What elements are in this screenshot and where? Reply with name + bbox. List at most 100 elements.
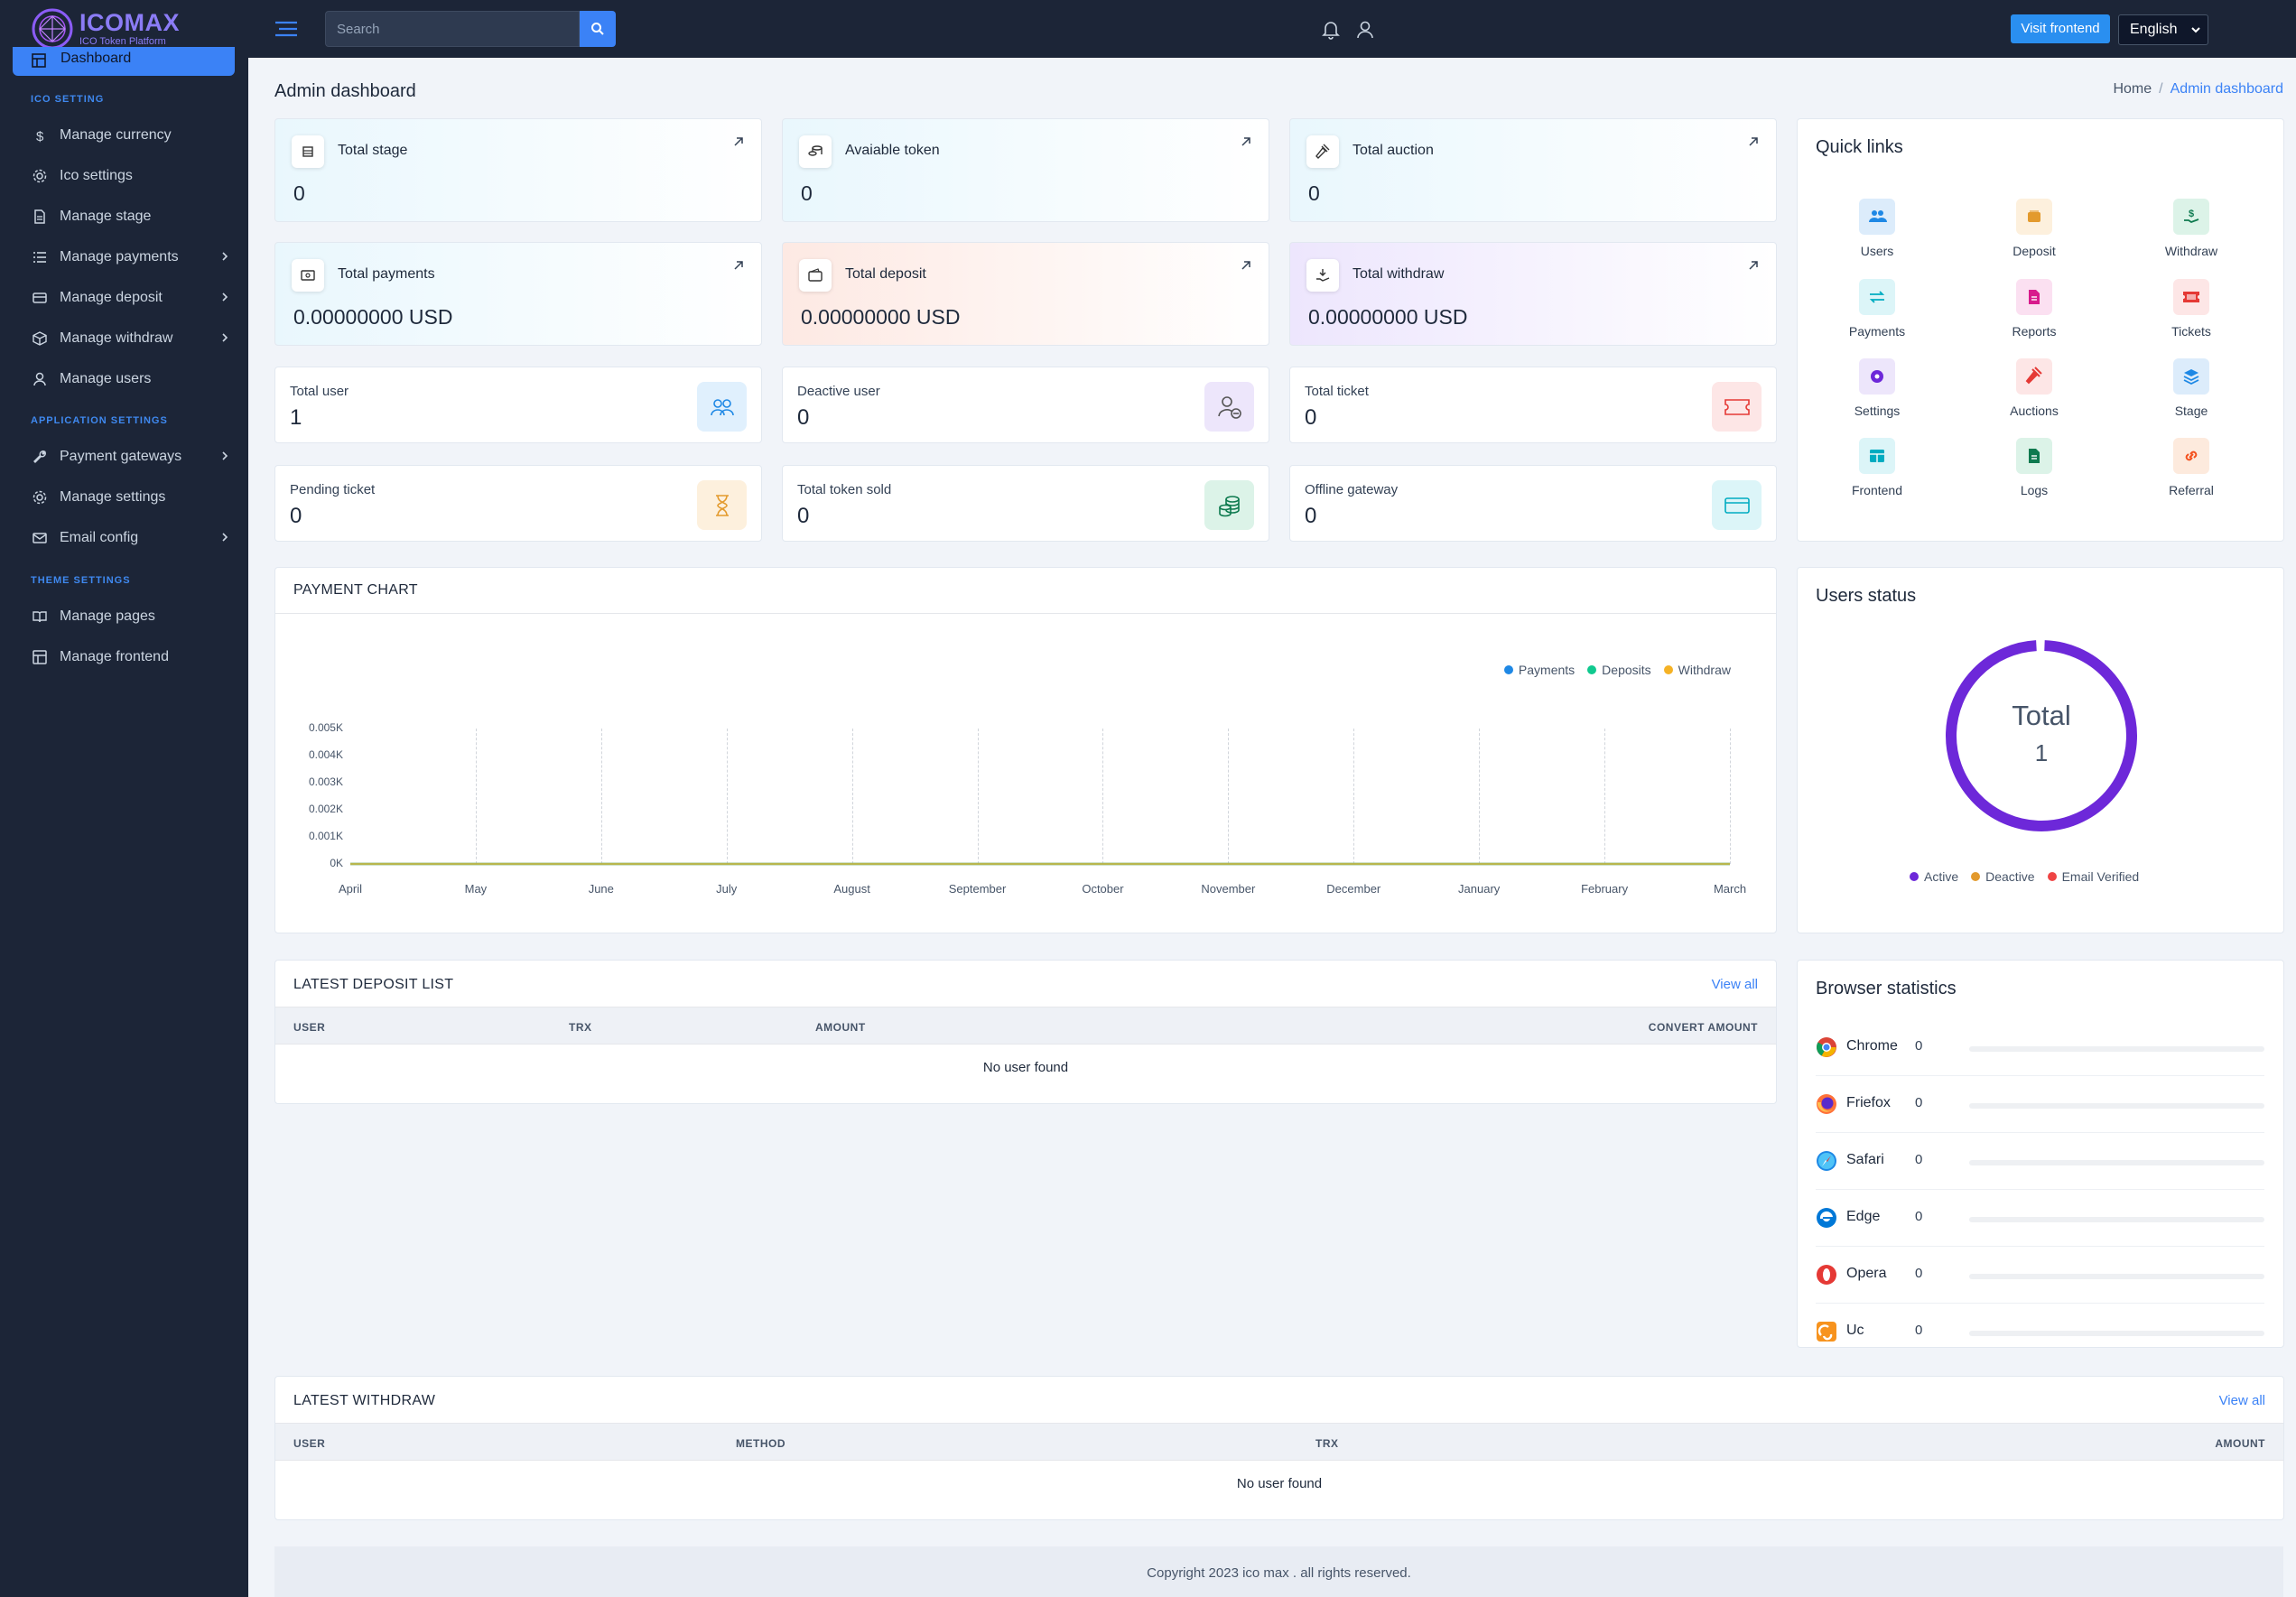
language-select[interactable]: English [2118,14,2208,45]
user-icon [31,370,49,388]
menu-toggle-icon[interactable] [274,18,299,40]
language-value: English [2130,22,2178,37]
quick-link-frontend[interactable]: Frontend [1823,438,1931,497]
hand-coin-icon [1306,259,1339,292]
stat-card-total-payments[interactable]: Total payments 0.00000000 USD [274,242,762,346]
grid-line [1228,729,1230,864]
grid-line [726,729,728,864]
quick-link-deposit[interactable]: Deposit [1980,199,2088,258]
firefox-icon [1817,1094,1836,1114]
withdraw-view-all-link[interactable]: View all [2218,1393,2265,1408]
bell-icon[interactable] [1322,20,1340,40]
sidebar-item-payment-gateways[interactable]: Payment gateways [31,443,229,470]
browser-row-friefox: Friefox 0 [1816,1077,2264,1133]
svg-text:$: $ [2189,209,2194,219]
user-icon[interactable] [1356,20,1374,40]
sidebar-item-manage-stage[interactable]: Manage stage [31,203,229,230]
gavel-icon [1306,135,1339,168]
stat-card-available-token[interactable]: Avaiable token 0 [782,118,1269,222]
sidebar-item-ico-settings[interactable]: Ico settings [31,162,229,190]
arrow-up-right-icon [734,261,743,270]
deposit-view-all-link[interactable]: View all [1711,977,1758,992]
payments-icon [1859,279,1895,315]
sidebar-item-dashboard[interactable]: Dashboard [13,47,235,76]
browser-count: 0 [1915,1038,1923,1054]
mini-card-deactive-user[interactable]: Deactive user 0 [782,367,1269,443]
stat-card-total-stage[interactable]: Total stage 0 [274,118,762,222]
quick-link-referral[interactable]: Referral [2137,438,2245,497]
users-icon [1859,199,1895,235]
quick-link-payments[interactable]: Payments [1823,279,1931,339]
mini-card-pending-ticket[interactable]: Pending ticket 0 [274,465,762,542]
logs-icon [2016,438,2052,474]
sidebar-item-manage-settings[interactable]: Manage settings [31,484,229,511]
sidebar-item-manage-payments[interactable]: Manage payments [31,244,229,271]
browser-name: Opera [1846,1266,1887,1281]
breadcrumb-current: Admin dashboard [2170,81,2283,97]
quick-link-stage[interactable]: Stage [2137,358,2245,418]
topbar: Search Visit frontend English [248,0,2296,58]
ticket-icon [1712,382,1762,432]
users-donut [1946,640,2137,831]
stat-card-total-withdraw[interactable]: Total withdraw 0.00000000 USD [1289,242,1777,346]
y-tick-label: 0.003K [308,775,343,788]
quick-link-reports[interactable]: Reports [1980,279,2088,339]
browser-progress-bar [1969,1217,2264,1222]
sidebar-item-manage-withdraw[interactable]: Manage withdraw [31,325,229,352]
users-status-card: Users status Total 1 Active Deactive Email… [1797,567,2284,933]
sidebar-item-manage-currency[interactable]: $ Manage currency [31,122,229,149]
search-button[interactable] [580,11,616,47]
withdraw-list-card: LATEST WITHDRAW View all USER METHOD TRX… [274,1376,2284,1520]
visit-frontend-button[interactable]: Visit frontend [2011,14,2110,43]
y-tick-label: 0.001K [308,830,343,842]
mini-card-total-ticket[interactable]: Total ticket 0 [1289,367,1777,443]
stage-icon [2173,358,2209,395]
grid-line [1353,729,1355,864]
sidebar-item-email-config[interactable]: Email config [31,525,229,552]
mini-card-offline-gateway[interactable]: Offline gateway 0 [1289,465,1777,542]
stat-label: Total withdraw [1353,266,1445,282]
legend-label: Active [1924,869,1959,884]
stat-label: Avaiable token [845,143,940,158]
sidebar-item-manage-users[interactable]: Manage users [31,366,229,393]
sidebar-item-manage-frontend[interactable]: Manage frontend [31,644,229,671]
chevron-right-icon [220,331,229,348]
sidebar: ICOMAX ICO Token Platform Dashboard ICO … [0,0,248,1597]
quick-link-label: Stage [2174,404,2208,418]
mini-card-total-token-sold[interactable]: Total token sold 0 [782,465,1269,542]
x-tick-label: September [948,882,1007,896]
sidebar-item-manage-deposit[interactable]: Manage deposit [31,284,229,311]
hourglass-icon [697,480,747,530]
stat-card-total-deposit[interactable]: Total deposit 0.00000000 USD [782,242,1269,346]
legend-item[interactable]: Active [1897,869,1958,884]
deposit-list-title: LATEST DEPOSIT LIST [293,977,454,992]
breadcrumb-home[interactable]: Home [2113,81,2152,97]
quick-link-logs[interactable]: Logs [1980,438,2088,497]
y-tick-label: 0.002K [308,803,343,815]
x-tick-label: May [464,882,488,896]
legend-item[interactable]: Payments [1492,663,1575,677]
quick-link-withdraw[interactable]: $ Withdraw [2137,199,2245,258]
sidebar-item-manage-pages[interactable]: Manage pages [31,603,229,630]
browser-progress-bar [1969,1331,2264,1336]
legend-item[interactable]: Deactive [1958,869,2035,884]
divider [1816,1132,2264,1133]
legend-item[interactable]: Deposits [1575,663,1651,677]
quick-link-auctions[interactable]: Auctions [1980,358,2088,418]
search-input[interactable]: Search [325,11,580,47]
brand-logo[interactable]: ICOMAX ICO Token Platform [31,7,180,51]
stat-value: 0 [801,181,813,205]
sidebar-section-title: THEME SETTINGS [31,575,131,586]
stat-card-total-auction[interactable]: Total auction 0 [1289,118,1777,222]
browser-stats-title: Browser statistics [1816,979,1957,998]
column-header: AMOUNT [2215,1437,2265,1450]
quick-link-settings[interactable]: Settings [1823,358,1931,418]
legend-item[interactable]: Withdraw [1651,663,1731,677]
mini-card-total-user[interactable]: Total user 1 [274,367,762,443]
safari-icon [1817,1151,1836,1171]
stat-label: Total auction [1353,143,1434,158]
legend-label: Deactive [1985,869,2035,884]
quick-link-users[interactable]: Users [1823,199,1931,258]
quick-link-tickets[interactable]: Tickets [2137,279,2245,339]
legend-item[interactable]: Email Verified [2035,869,2139,884]
